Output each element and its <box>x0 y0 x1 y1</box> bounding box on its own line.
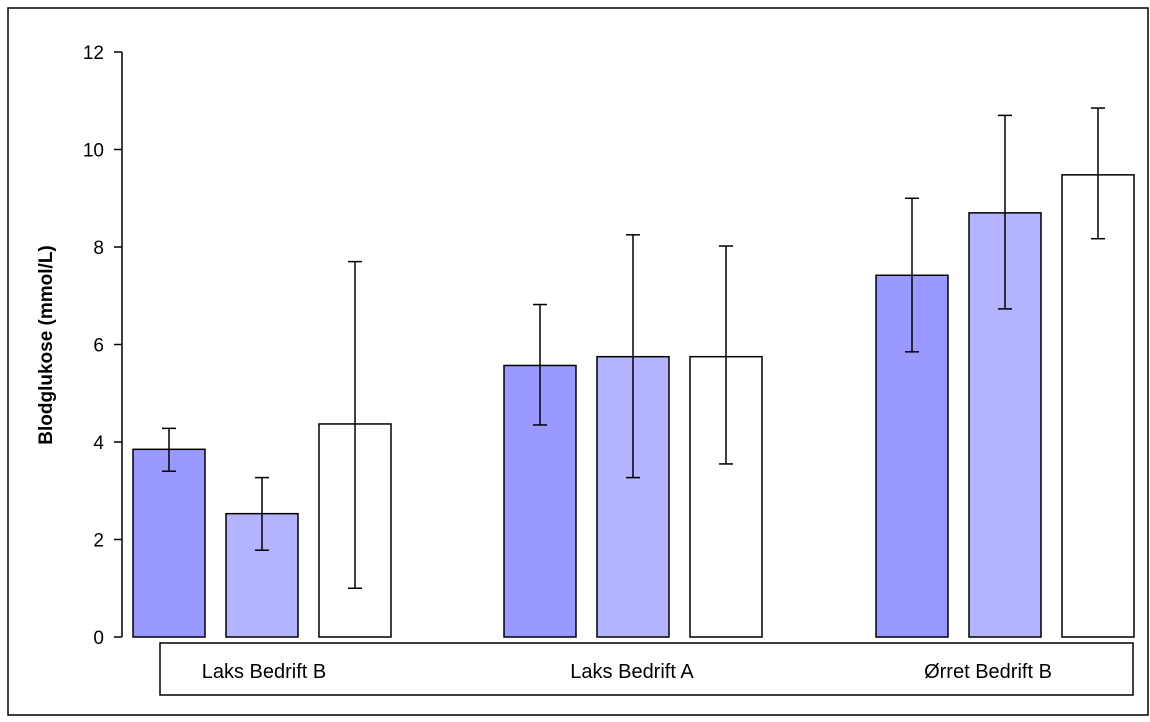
y-tick-label: 10 <box>83 141 104 162</box>
category-label: Laks Bedrift A <box>570 661 694 683</box>
category-label-box <box>159 642 1134 696</box>
y-axis-title: Blodglukose (mmol/L) <box>36 245 57 445</box>
y-tick-label: 2 <box>93 531 104 552</box>
y-tick-label: 12 <box>83 43 104 64</box>
plot-area: 0 2 4 6 8 10 12 Laks Bedrift B Laks Bedrift A Ørr… <box>83 43 1135 683</box>
y-tick-label: 8 <box>93 238 104 259</box>
bar <box>132 448 206 638</box>
y-tick-label: 6 <box>93 336 104 357</box>
y-tick-label: 0 <box>93 628 104 649</box>
y-tick-label: 4 <box>93 433 104 454</box>
category-label: Laks Bedrift B <box>202 661 327 683</box>
bar <box>1061 174 1135 638</box>
category-label: Ørret Bedrift B <box>924 661 1052 683</box>
